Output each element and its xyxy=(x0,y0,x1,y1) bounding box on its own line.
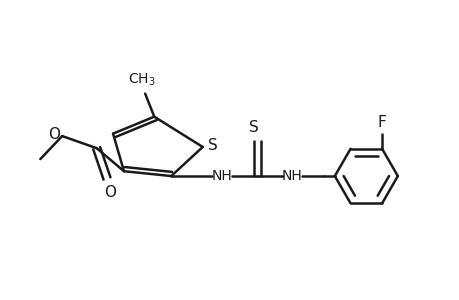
Text: S: S xyxy=(207,138,217,153)
Text: S: S xyxy=(249,120,258,135)
Text: CH$_3$: CH$_3$ xyxy=(128,71,156,88)
Text: NH: NH xyxy=(211,169,232,183)
Text: O: O xyxy=(48,127,60,142)
Text: O: O xyxy=(104,184,116,200)
Text: F: F xyxy=(377,115,386,130)
Text: NH: NH xyxy=(281,169,302,183)
